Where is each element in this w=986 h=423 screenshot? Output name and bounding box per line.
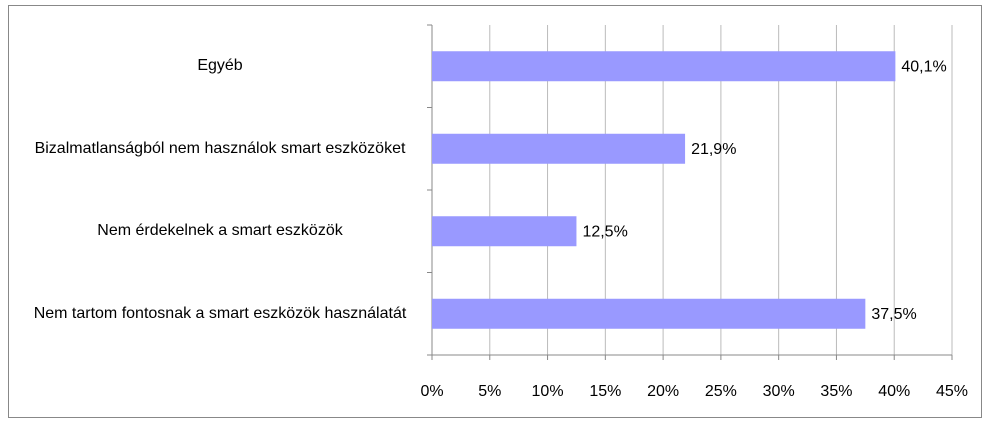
bar [432, 133, 686, 164]
value-label: 21,9% [691, 141, 736, 158]
x-tick-label: 45% [936, 383, 968, 400]
bar [432, 51, 896, 82]
y-tick-label: Bizalmatlanságból nem használok smart es… [34, 139, 406, 157]
value-label: 12,5% [582, 223, 627, 240]
y-tick-label: Egyéb [197, 57, 243, 75]
x-tick-label: 30% [763, 383, 795, 400]
x-tick-label: 20% [647, 383, 679, 400]
x-tick-label: 15% [589, 383, 621, 400]
x-tick-label: 0% [420, 383, 443, 400]
x-tick-label: 40% [878, 383, 910, 400]
value-label: 37,5% [871, 306, 916, 323]
x-tick-label: 5% [478, 383, 501, 400]
x-tick-label: 10% [532, 383, 564, 400]
bar [432, 298, 866, 329]
value-label: 40,1% [901, 58, 946, 75]
y-tick-label: Nem érdekelnek a smart eszközök [97, 222, 343, 240]
bar [432, 216, 577, 247]
x-tick-label: 25% [705, 383, 737, 400]
y-tick-label: Nem tartom fontosnak a smart eszközök ha… [33, 304, 407, 322]
x-tick-label: 35% [820, 383, 852, 400]
